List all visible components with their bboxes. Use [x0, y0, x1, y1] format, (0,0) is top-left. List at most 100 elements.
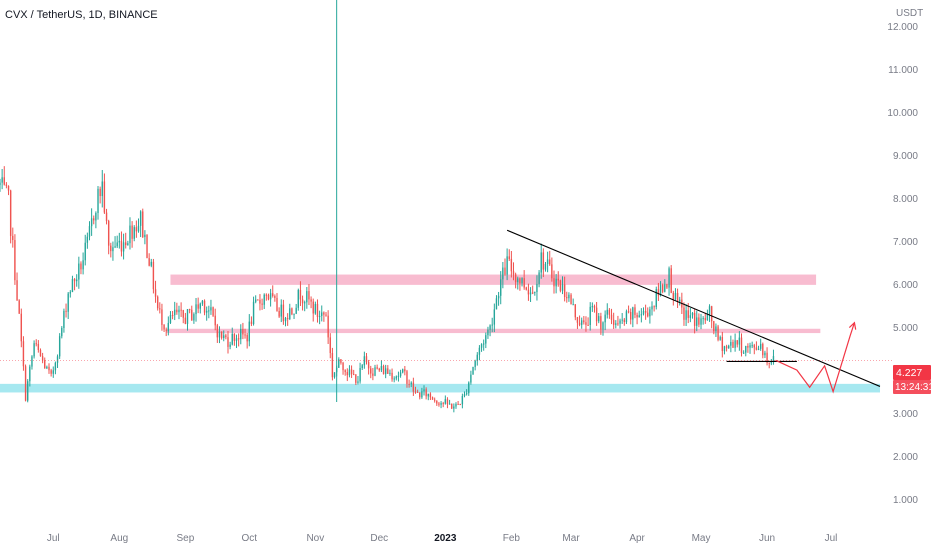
candle[interactable] [205, 306, 208, 321]
candle[interactable] [638, 310, 640, 318]
candle[interactable] [706, 309, 709, 321]
candle[interactable] [480, 343, 483, 352]
candle[interactable] [512, 262, 515, 281]
candle[interactable] [404, 366, 406, 376]
candle[interactable] [50, 368, 52, 377]
candle[interactable] [310, 296, 312, 309]
candle[interactable] [721, 331, 724, 358]
candle[interactable] [604, 310, 606, 331]
candle[interactable] [142, 208, 144, 239]
candle[interactable] [167, 316, 170, 336]
candle[interactable] [451, 403, 453, 410]
candle[interactable] [551, 257, 553, 282]
candle[interactable] [408, 379, 410, 388]
candle[interactable] [99, 186, 101, 204]
candle[interactable] [463, 391, 466, 398]
candle[interactable] [647, 307, 649, 318]
candle[interactable] [223, 330, 225, 342]
candle[interactable] [374, 364, 376, 377]
candle[interactable] [297, 288, 300, 311]
candle[interactable] [129, 217, 131, 250]
candle[interactable] [261, 298, 263, 310]
candle[interactable] [391, 368, 393, 382]
candle[interactable] [135, 220, 138, 238]
candle[interactable] [342, 361, 344, 375]
candle[interactable] [485, 332, 487, 349]
candle[interactable] [65, 303, 67, 318]
candle[interactable] [97, 186, 99, 220]
candle[interactable] [553, 270, 555, 294]
candle[interactable] [355, 374, 357, 386]
candle[interactable] [619, 318, 621, 329]
candle[interactable] [549, 250, 551, 266]
candle[interactable] [254, 295, 257, 304]
candle[interactable] [691, 312, 694, 319]
candle[interactable] [514, 272, 517, 289]
candle[interactable] [719, 335, 721, 341]
candle[interactable] [353, 369, 355, 376]
candle[interactable] [112, 241, 114, 261]
candle[interactable] [730, 335, 732, 353]
candle[interactable] [56, 354, 59, 368]
candle[interactable] [506, 248, 508, 281]
candle[interactable] [578, 315, 581, 327]
candle[interactable] [127, 240, 129, 246]
candle[interactable] [263, 293, 265, 310]
candle[interactable] [212, 306, 214, 317]
candle[interactable] [751, 341, 753, 349]
candle[interactable] [118, 232, 121, 249]
candle[interactable] [340, 359, 342, 365]
candle[interactable] [365, 353, 368, 365]
candle[interactable] [289, 303, 291, 321]
candle[interactable] [22, 336, 25, 371]
candle[interactable] [693, 308, 696, 334]
candle[interactable] [367, 359, 370, 375]
candle[interactable] [589, 302, 591, 331]
candle[interactable] [37, 340, 40, 353]
candle[interactable] [476, 352, 478, 366]
candle[interactable] [625, 309, 628, 325]
candle[interactable] [250, 316, 253, 327]
candle[interactable] [216, 323, 219, 343]
candle[interactable] [591, 302, 594, 312]
candle[interactable] [395, 375, 398, 381]
candle[interactable] [5, 182, 8, 189]
candle[interactable] [171, 310, 174, 320]
candle[interactable] [617, 315, 619, 326]
candle[interactable] [282, 299, 285, 325]
candle[interactable] [419, 392, 421, 400]
candle[interactable] [323, 311, 325, 322]
candle[interactable] [274, 294, 276, 302]
candle[interactable] [598, 312, 600, 324]
candle[interactable] [728, 344, 730, 349]
candle[interactable] [137, 218, 140, 233]
candle[interactable] [372, 367, 374, 381]
candle[interactable] [299, 281, 302, 307]
candle[interactable] [670, 265, 672, 294]
candle[interactable] [465, 389, 468, 396]
candle[interactable] [291, 307, 293, 316]
candle[interactable] [314, 301, 317, 315]
candle[interactable] [16, 272, 18, 301]
candle[interactable] [338, 357, 340, 368]
candle[interactable] [63, 308, 65, 333]
candle[interactable] [244, 328, 246, 339]
candle[interactable] [689, 307, 692, 323]
candle[interactable] [472, 366, 474, 375]
candle[interactable] [276, 293, 278, 312]
candle[interactable] [44, 357, 46, 369]
candle[interactable] [225, 333, 227, 340]
candle[interactable] [382, 364, 385, 375]
candle[interactable] [406, 369, 408, 388]
candle[interactable] [178, 305, 180, 320]
candle[interactable] [242, 322, 244, 340]
candle[interactable] [156, 295, 159, 311]
candle[interactable] [76, 274, 78, 287]
candle[interactable] [269, 288, 272, 307]
candle[interactable] [52, 366, 54, 378]
candle[interactable] [303, 300, 306, 312]
candle[interactable] [387, 365, 389, 374]
candle[interactable] [335, 365, 338, 377]
candle[interactable] [197, 297, 199, 314]
